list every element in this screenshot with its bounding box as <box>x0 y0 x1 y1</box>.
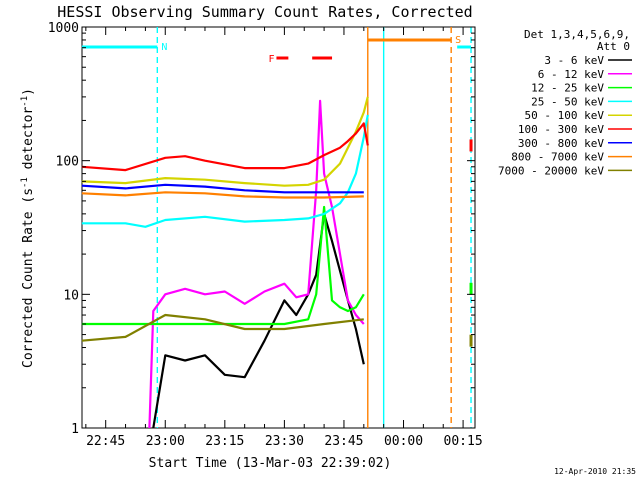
legend-header-line-1: Att 0 <box>597 40 630 53</box>
y-axis-label-part-1: -1 <box>20 177 30 188</box>
series-line-3-6-kev <box>152 212 365 429</box>
legend-label-6-12-kev: 6 - 12 keV <box>538 68 605 81</box>
y-tick-label-0: 1 <box>71 422 79 437</box>
series-line-50-100-kev <box>81 96 369 187</box>
flag-f-label: F <box>268 54 274 65</box>
flag-bars: N S F <box>81 35 472 65</box>
series-line-12-25-kev <box>81 205 365 326</box>
vertical-markers <box>156 27 472 428</box>
series-line-6-12-kev <box>148 99 365 429</box>
x-tick-label-2: 23:15 <box>205 434 244 449</box>
y-axis-label: Corrected Count Rate (s-1 detector-1) <box>20 88 36 368</box>
legend-label-800-7000-kev: 800 - 7000 keV <box>511 151 604 164</box>
axes: 1 10 100 1000 22:45 23:00 23:15 23:30 23:45 00:00… <box>48 21 483 449</box>
y-tick-label-1: 10 <box>63 288 79 303</box>
flag-s-label: S <box>455 35 461 46</box>
plot-frame <box>81 26 476 429</box>
y-axis-label-part-0: Corrected Count Rate (s <box>21 188 36 368</box>
series-lines <box>81 96 473 429</box>
x-tick-label-3: 23:30 <box>265 434 304 449</box>
x-tick-label-0: 22:45 <box>86 434 125 449</box>
x-tick-label-1: 23:00 <box>146 434 185 449</box>
x-axis-label: Start Time (13-Mar-03 22:39:02) <box>149 456 392 471</box>
footer-date: 12-Apr-2010 21:35 <box>554 467 636 476</box>
y-axis-label-text: Corrected Count Rate (s-1 detector-1) <box>20 88 36 368</box>
y-tick-label-2: 100 <box>56 155 79 170</box>
x-tick-label-6: 00:15 <box>444 434 483 449</box>
flag-n-label: N <box>161 42 167 53</box>
legend-label-300-800-kev: 300 - 800 keV <box>518 137 604 150</box>
legend-label-25-50-kev: 25 - 50 keV <box>531 95 604 108</box>
series-line-25-50-kev <box>81 114 369 228</box>
series-line-800-7000-kev <box>81 191 364 199</box>
legend-label-3-6-kev: 3 - 6 keV <box>544 54 604 67</box>
y-tick-label-3: 1000 <box>48 21 79 36</box>
series-line-300-800-kev <box>81 183 364 194</box>
legend-label-12-25-kev: 12 - 25 keV <box>531 82 604 95</box>
legend-label-100-300-kev: 100 - 300 keV <box>518 123 604 136</box>
legend-header-line-0: Det 1,3,4,5,6,9, <box>524 28 630 41</box>
y-axis-label-part-3: -1 <box>20 96 30 107</box>
series-line-100-300-kev <box>81 122 369 172</box>
legend-label-50-100-kev: 50 - 100 keV <box>525 109 605 122</box>
y-axis-label-part-4: ) <box>21 88 36 96</box>
chart-title: HESSI Observing Summary Count Rates, Cor… <box>57 3 472 21</box>
x-tick-label-4: 23:45 <box>324 434 363 449</box>
y-axis-label-part-2: detector <box>21 107 36 178</box>
series-line-7000-20000-kev <box>81 313 364 342</box>
plot-border <box>81 26 476 429</box>
x-tick-label-5: 00:00 <box>384 434 423 449</box>
legend-label-7000-20000-kev: 7000 - 20000 keV <box>498 164 604 177</box>
